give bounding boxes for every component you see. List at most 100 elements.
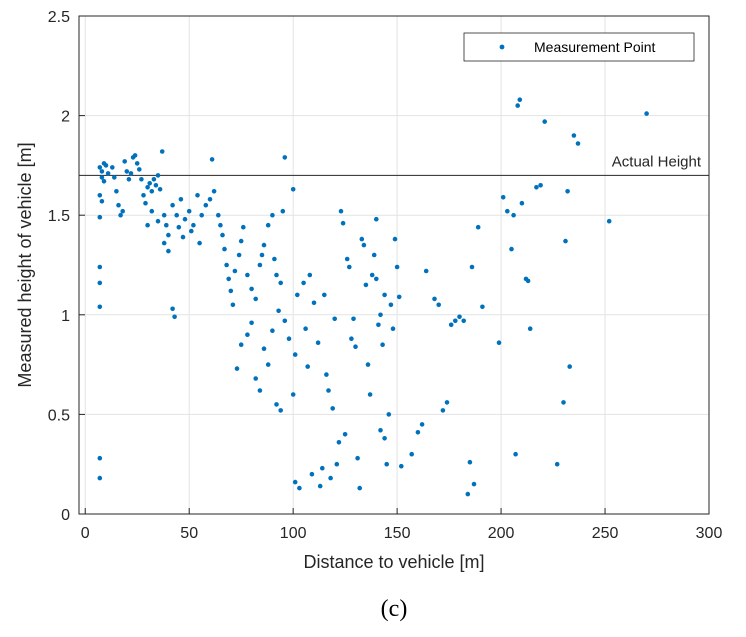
data-point (261, 242, 267, 248)
data-point (315, 340, 321, 346)
data-point (137, 167, 142, 172)
data-point (509, 246, 514, 252)
data-point (122, 159, 127, 164)
data-point (511, 212, 516, 218)
data-point (390, 326, 396, 332)
data-point (457, 314, 462, 320)
data-point (97, 280, 103, 286)
data-point (500, 195, 506, 200)
data-point (332, 316, 338, 322)
data-point (465, 491, 471, 497)
data-point (236, 252, 242, 258)
y-tick-label: 0.5 (48, 407, 70, 424)
data-point (253, 296, 258, 302)
data-point (265, 222, 271, 228)
y-tick-label: 0 (61, 507, 70, 524)
data-point (272, 256, 277, 262)
data-point (238, 342, 244, 348)
data-point (644, 111, 649, 116)
data-point (419, 422, 425, 427)
data-point (374, 276, 379, 282)
data-point (376, 322, 381, 328)
data-point (453, 318, 458, 324)
data-point (99, 199, 105, 204)
data-point (328, 475, 333, 481)
data-point (399, 463, 404, 469)
data-point (170, 202, 175, 208)
data-point (525, 278, 531, 284)
data-point (97, 165, 103, 170)
data-point (155, 218, 161, 224)
data-point (311, 300, 317, 306)
data-point (505, 208, 510, 214)
data-point (191, 222, 196, 228)
data-point (305, 364, 311, 369)
data-point (124, 169, 130, 174)
data-point (174, 212, 179, 218)
data-point (149, 208, 155, 214)
data-point (261, 346, 267, 352)
data-point (166, 232, 171, 238)
data-point (199, 212, 204, 218)
actual-height-label: Actual Height (612, 153, 702, 170)
data-point (128, 171, 134, 176)
data-point (166, 248, 171, 254)
data-point (519, 200, 525, 206)
data-points (97, 97, 649, 497)
legend-marker (499, 44, 505, 50)
data-point (309, 471, 315, 477)
data-point (211, 189, 217, 194)
figure-caption: (c) (381, 596, 408, 622)
data-point (270, 212, 275, 218)
data-point (365, 362, 371, 367)
data-point (344, 256, 350, 262)
data-point (220, 232, 225, 238)
data-point (527, 326, 533, 332)
x-axis-label: Distance to vehicle [m] (303, 552, 484, 572)
data-point (334, 461, 340, 467)
data-point (230, 302, 236, 308)
reference-line-group: Actual Height (79, 153, 709, 176)
data-point (253, 376, 258, 381)
data-point (259, 252, 265, 258)
data-point (342, 432, 348, 437)
data-point (224, 262, 229, 268)
data-point (396, 294, 402, 300)
x-tick-label: 100 (280, 525, 307, 542)
data-point (538, 183, 543, 188)
data-point (97, 475, 103, 481)
data-point (155, 173, 161, 178)
data-point (301, 280, 306, 286)
data-point (189, 228, 194, 234)
data-point (282, 155, 288, 160)
data-point (467, 459, 473, 465)
data-point (141, 193, 146, 198)
data-point (170, 306, 175, 312)
data-point (249, 286, 254, 292)
data-point (322, 292, 327, 298)
data-point (423, 268, 429, 274)
data-point (257, 388, 263, 393)
data-point (444, 400, 450, 405)
data-point (245, 332, 250, 338)
data-point (384, 461, 390, 467)
data-point (126, 177, 132, 182)
data-point (371, 252, 377, 258)
x-tick-label: 0 (81, 525, 90, 542)
data-point (176, 224, 182, 230)
x-tick-label: 50 (180, 525, 198, 542)
legend: Measurement Point (463, 32, 695, 62)
data-point (320, 465, 325, 471)
y-tick-label: 1.5 (48, 208, 70, 225)
data-point (207, 197, 213, 202)
data-point (363, 282, 369, 288)
data-point (374, 216, 379, 222)
data-point (567, 364, 572, 369)
data-point (351, 316, 356, 322)
data-point (480, 304, 485, 310)
data-point (290, 392, 296, 397)
y-tick-label: 2.5 (48, 9, 70, 26)
data-point (469, 264, 475, 270)
data-point (145, 222, 150, 228)
